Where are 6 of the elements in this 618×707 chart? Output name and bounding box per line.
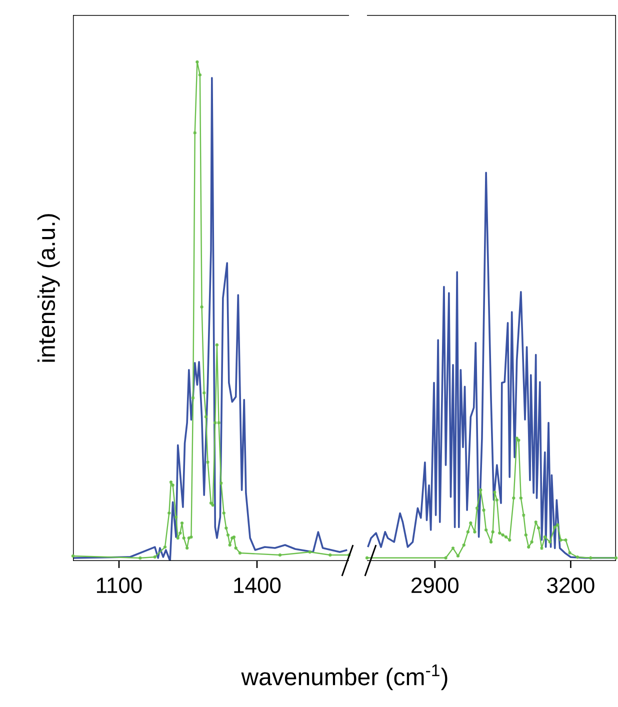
- x-tick-label: 1100: [97, 578, 142, 594]
- x-axis-title: wavenumber (cm$^{-1}$): [241, 664, 448, 690]
- x-tick-label: 1400: [234, 578, 281, 594]
- y-axis-title: intensity (a.u.): [37, 214, 60, 362]
- x-tick-label: 2900: [412, 578, 458, 594]
- x-tick-label: 3200: [547, 578, 594, 594]
